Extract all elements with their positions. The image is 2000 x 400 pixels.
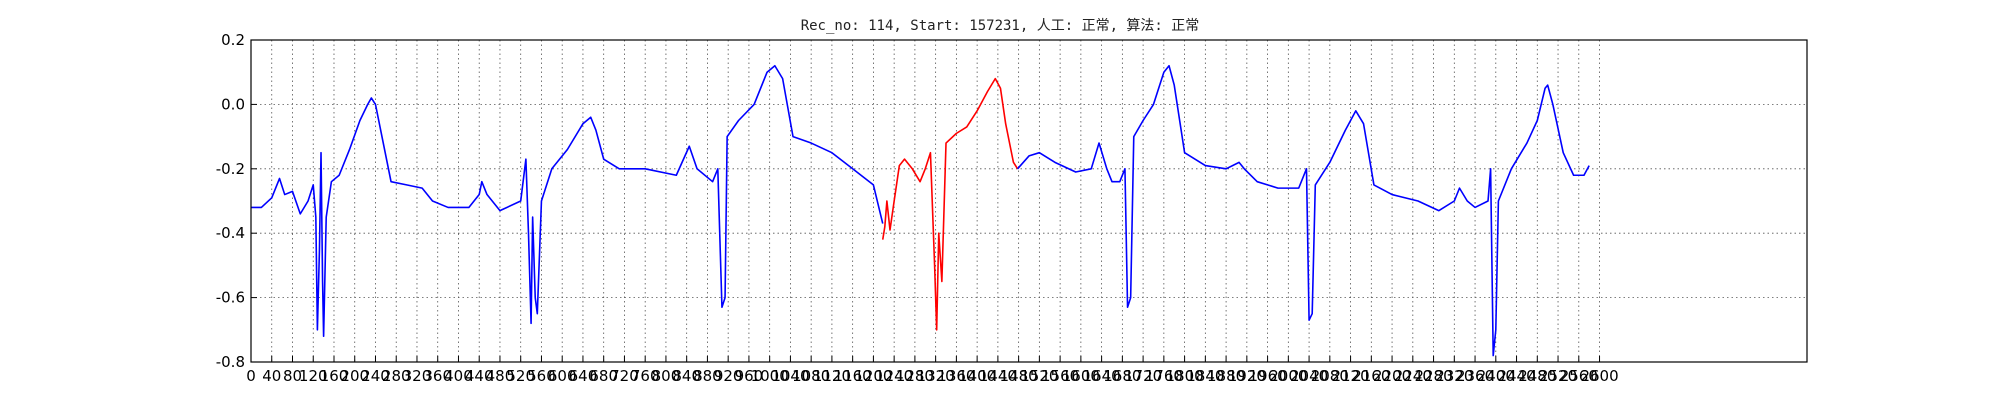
grid bbox=[251, 39, 1807, 363]
x-tick-label: 120 bbox=[299, 367, 328, 385]
x-tick-label: 1720 bbox=[1124, 367, 1162, 385]
x-tick-label: 440 bbox=[465, 367, 494, 385]
x-tick-label: 2280 bbox=[1414, 367, 1452, 385]
ecg-series-1 bbox=[251, 64, 884, 338]
x-tick-label: 1280 bbox=[896, 367, 934, 385]
x-tick-label: 920 bbox=[714, 367, 743, 385]
x-tick-label: 1040 bbox=[771, 367, 809, 385]
x-tick-label: 1840 bbox=[1186, 367, 1224, 385]
x-tick-label: 1520 bbox=[1020, 367, 1058, 385]
x-tick-label: 1000 bbox=[751, 367, 789, 385]
x-tick-label: 800 bbox=[652, 367, 681, 385]
x-tick-label: 2040 bbox=[1290, 367, 1328, 385]
x-tick-label: 2240 bbox=[1394, 367, 1432, 385]
x-tick-label: 1120 bbox=[813, 367, 851, 385]
y-tick-label: -0.2 bbox=[216, 160, 245, 178]
x-tick-label: 2000 bbox=[1269, 367, 1307, 385]
x-tick-label: 2080 bbox=[1311, 367, 1349, 385]
x-tick-label: 1360 bbox=[937, 367, 975, 385]
y-tick-label: -0.4 bbox=[216, 224, 245, 242]
x-tick-label: 1240 bbox=[875, 367, 913, 385]
x-tick-label: 1920 bbox=[1228, 367, 1266, 385]
x-tick-label: 280 bbox=[382, 367, 411, 385]
x-tick-label: 1440 bbox=[979, 367, 1017, 385]
x-tick-label: 2400 bbox=[1477, 367, 1515, 385]
x-tick-label: 200 bbox=[340, 367, 369, 385]
x-tick-label: 1320 bbox=[917, 367, 955, 385]
x-tick-label: 0 bbox=[246, 367, 256, 385]
x-tick-label: 1680 bbox=[1103, 367, 1141, 385]
x-tick-label: 2600 bbox=[1580, 367, 1618, 385]
x-tick-label: 320 bbox=[403, 367, 432, 385]
x-tick-label: 1760 bbox=[1145, 367, 1183, 385]
y-axis: 0.2 0.0 -0.2 -0.4 -0.6 -0.8 bbox=[216, 31, 257, 371]
x-tick-label: 960 bbox=[735, 367, 764, 385]
x-tick-label: 640 bbox=[569, 367, 598, 385]
y-tick-label: -0.8 bbox=[216, 353, 245, 371]
x-tick-label: 560 bbox=[527, 367, 556, 385]
x-tick-label: 1560 bbox=[1041, 367, 1079, 385]
x-tick-label: 1800 bbox=[1166, 367, 1204, 385]
chart-title: Rec_no: 114, Start: 157231, 人工: 正常, 算法: … bbox=[801, 18, 1200, 34]
x-tick-label: 1880 bbox=[1207, 367, 1245, 385]
x-tick-label: 2440 bbox=[1497, 367, 1535, 385]
x-tick-label: 2120 bbox=[1331, 367, 1369, 385]
y-tick-label: 0.0 bbox=[221, 95, 245, 113]
y-tick-label: -0.6 bbox=[216, 289, 245, 307]
x-tick-label: 480 bbox=[486, 367, 515, 385]
x-tick-label: 2480 bbox=[1518, 367, 1556, 385]
x-tick-label: 2200 bbox=[1373, 367, 1411, 385]
plot-frame bbox=[250, 39, 1808, 363]
x-axis: 0 40 8012016020024028032036040044048052056… bbox=[246, 356, 1619, 385]
x-tick-label: 1960 bbox=[1248, 367, 1286, 385]
x-tick-label: 1160 bbox=[834, 367, 872, 385]
x-tick-label: 2520 bbox=[1539, 367, 1577, 385]
x-tick-label: 2160 bbox=[1352, 367, 1390, 385]
x-tick-label: 360 bbox=[423, 367, 452, 385]
ecg-series-2 bbox=[881, 77, 1019, 331]
x-tick-label: 2360 bbox=[1456, 367, 1494, 385]
x-tick-label: 720 bbox=[610, 367, 639, 385]
plot-area bbox=[251, 64, 1590, 357]
x-tick-label: 2320 bbox=[1435, 367, 1473, 385]
x-tick-label: 600 bbox=[548, 367, 577, 385]
x-tick-label: 760 bbox=[631, 367, 660, 385]
x-tick-label: 1480 bbox=[1000, 367, 1038, 385]
y-tick-label: 0.2 bbox=[221, 31, 245, 49]
x-tick-label: 520 bbox=[506, 367, 535, 385]
x-tick-label: 880 bbox=[693, 367, 722, 385]
x-tick-label: 40 bbox=[262, 367, 281, 385]
ecg-series-3 bbox=[1016, 64, 1590, 357]
x-tick-label: 400 bbox=[444, 367, 473, 385]
x-tick-label: 1400 bbox=[958, 367, 996, 385]
x-tick-label: 240 bbox=[361, 367, 390, 385]
x-tick-label: 1200 bbox=[854, 367, 892, 385]
x-tick-label: 680 bbox=[589, 367, 618, 385]
x-tick-label: 80 bbox=[283, 367, 302, 385]
x-tick-label: 840 bbox=[672, 367, 701, 385]
x-tick-label: 160 bbox=[320, 367, 349, 385]
x-tick-label: 1080 bbox=[792, 367, 830, 385]
x-tick-label: 1600 bbox=[1062, 367, 1100, 385]
x-tick-label: 1640 bbox=[1083, 367, 1121, 385]
x-tick-label: 2560 bbox=[1560, 367, 1598, 385]
